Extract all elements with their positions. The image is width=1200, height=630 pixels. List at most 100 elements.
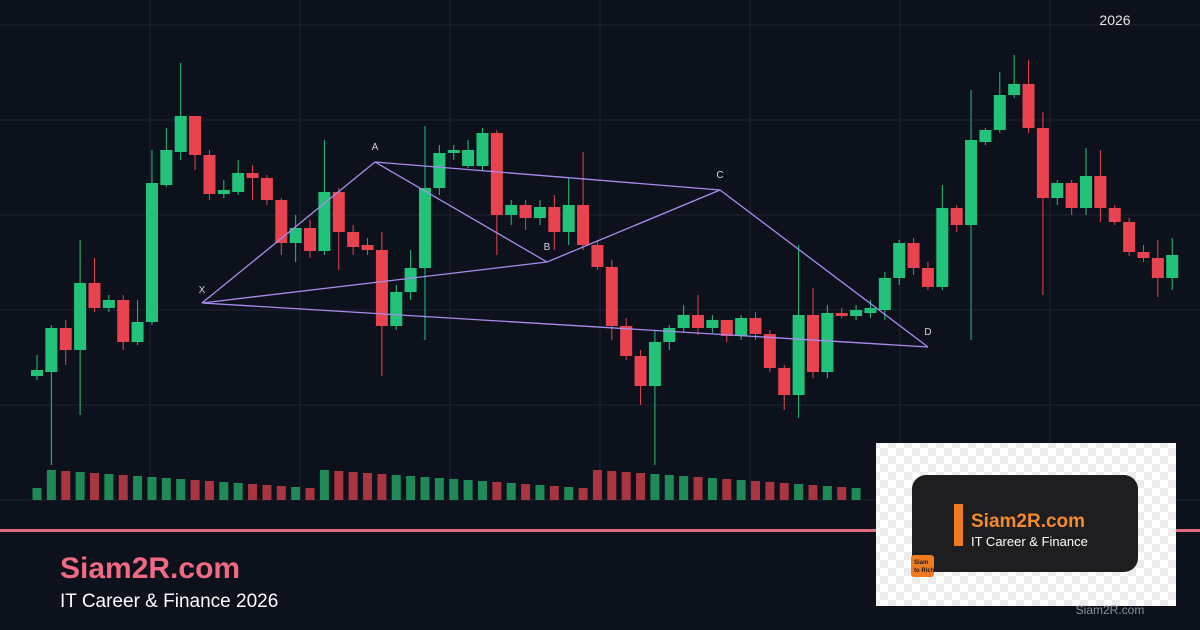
logo xyxy=(911,555,934,577)
volume-bar xyxy=(176,479,186,500)
volume-bar xyxy=(118,475,128,500)
pattern-label: B xyxy=(544,242,551,253)
candle-body xyxy=(792,315,805,395)
candle-body xyxy=(720,320,733,336)
candle-body xyxy=(160,150,173,185)
candle-body xyxy=(663,328,676,342)
pattern-line xyxy=(374,161,548,263)
volume-bar xyxy=(765,482,775,500)
candle-body xyxy=(1008,84,1021,95)
volume-bar xyxy=(348,472,358,500)
candle-body xyxy=(275,200,288,243)
candle-body xyxy=(203,155,216,194)
candle-body xyxy=(850,310,863,316)
volume-bar xyxy=(679,476,689,500)
volume-bar xyxy=(248,484,258,500)
volume-bar xyxy=(147,477,157,500)
badge: Siam2R.com IT Career & Finance Siam to R… xyxy=(876,443,1176,606)
volume-bar xyxy=(808,485,818,500)
candle-body xyxy=(605,267,618,326)
candle-body xyxy=(548,207,561,232)
badge-tagline: IT Career & Finance xyxy=(971,534,1088,549)
candle-body xyxy=(1022,84,1035,128)
candle-body xyxy=(821,313,834,372)
volume-bar xyxy=(521,484,531,500)
pattern-line xyxy=(201,302,929,348)
candle-body xyxy=(45,328,58,372)
volume-bar xyxy=(32,488,42,500)
tagline: IT Career & Finance 2026 xyxy=(60,591,278,612)
volume-bar xyxy=(463,480,473,500)
candle-body xyxy=(950,208,963,225)
volume-bar xyxy=(664,475,674,500)
candles xyxy=(31,55,1179,465)
candle-body xyxy=(332,192,345,232)
divider xyxy=(0,529,1200,532)
pattern-line xyxy=(719,189,929,348)
volume-bar xyxy=(751,481,760,500)
candle-body xyxy=(936,208,949,287)
candle-body xyxy=(217,190,230,194)
volume-bar xyxy=(161,478,171,500)
candle-body xyxy=(390,292,403,326)
candle-body xyxy=(361,245,374,250)
candle-body xyxy=(835,313,848,316)
volume-bar xyxy=(794,484,804,500)
candle-body xyxy=(878,278,891,310)
candle-body xyxy=(677,315,690,328)
pattern-line xyxy=(201,261,548,304)
candle-body xyxy=(921,268,934,287)
volume-bar xyxy=(837,487,847,500)
candle-body xyxy=(577,205,590,245)
candle-body xyxy=(318,192,331,251)
volume-bar xyxy=(650,474,660,500)
candle-body xyxy=(1137,252,1150,258)
candle-body xyxy=(189,116,202,155)
candle-body xyxy=(1123,222,1136,252)
volume-bar xyxy=(449,479,459,500)
volume-bar xyxy=(549,486,559,500)
candle-body xyxy=(864,308,877,313)
candle-body xyxy=(59,328,72,350)
volume-bar xyxy=(89,473,99,500)
candle-body xyxy=(131,322,144,342)
volume-bar xyxy=(492,482,502,500)
candle-body xyxy=(232,173,245,192)
candle-body xyxy=(692,315,705,328)
candle-body xyxy=(505,205,518,215)
candle-body xyxy=(490,133,503,215)
volume-bar xyxy=(707,478,717,500)
candle-body xyxy=(1036,128,1049,198)
year-label: 2026 xyxy=(1099,12,1130,28)
volume-bar xyxy=(434,478,444,500)
pattern-label: X xyxy=(199,285,206,296)
candle-body xyxy=(648,342,661,386)
volume-bar xyxy=(636,473,646,500)
candle-body xyxy=(347,232,360,247)
badge-bar xyxy=(954,504,963,546)
volume-bar xyxy=(420,477,430,500)
volume-bar xyxy=(363,473,373,500)
volume-bar xyxy=(262,485,272,500)
volume-bar xyxy=(75,472,85,500)
candle-body xyxy=(763,334,776,368)
candle-body xyxy=(304,228,317,251)
candle-body xyxy=(907,243,920,268)
candle-body xyxy=(1051,183,1064,198)
volume-bar xyxy=(61,471,71,500)
candle-body xyxy=(88,283,101,308)
volume-bar xyxy=(592,470,602,500)
volume-bar xyxy=(736,480,746,500)
pattern-label: C xyxy=(716,170,723,181)
candle-body xyxy=(1065,183,1078,208)
candle-body xyxy=(289,228,302,243)
volume-bar xyxy=(477,481,487,500)
candle-body xyxy=(806,315,819,372)
volume-bar xyxy=(851,488,861,500)
candle-body xyxy=(519,205,532,218)
volume-bar xyxy=(535,485,545,500)
candle-body xyxy=(1166,255,1179,278)
candle-body xyxy=(1151,258,1164,278)
